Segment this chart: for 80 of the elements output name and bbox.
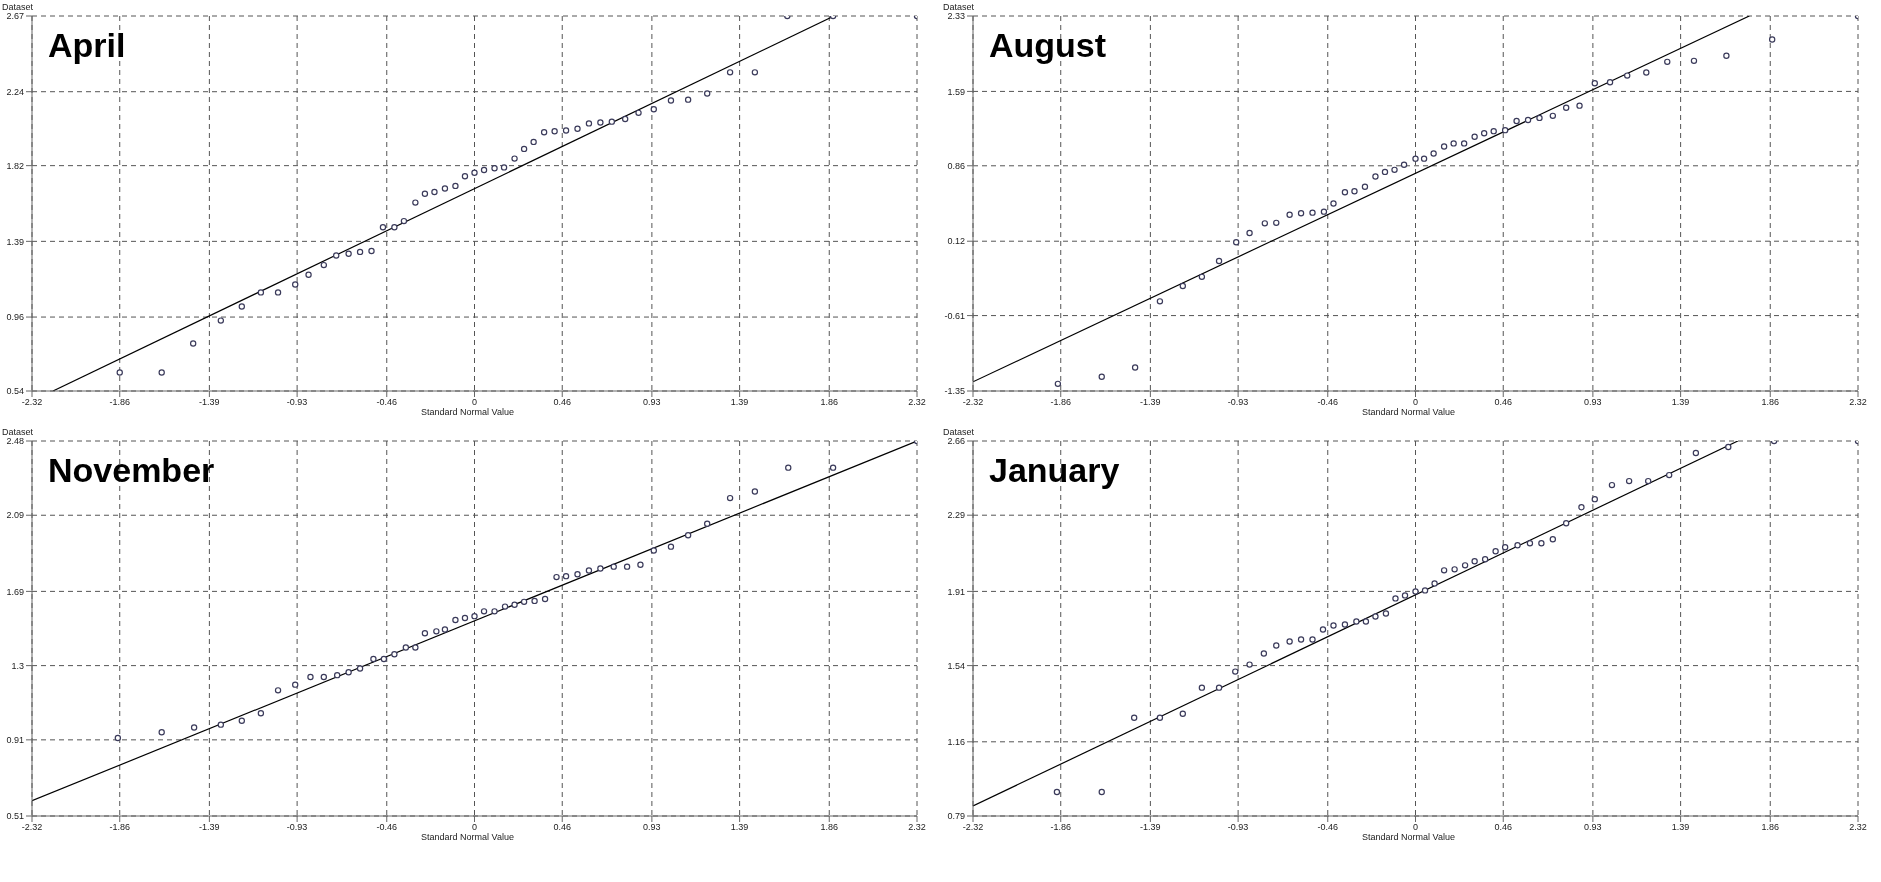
x-tick-label: 0.46 (1494, 822, 1512, 833)
x-tick-label: -2.32 (21, 822, 43, 833)
y-tick-label: 1.69 (6, 586, 24, 597)
x-tick-label: 1.39 (730, 822, 749, 833)
y-tick-label: 2.29 (947, 510, 965, 521)
x-tick-label: 0.46 (1494, 397, 1512, 408)
x-tick-label: -1.39 (199, 397, 220, 408)
x-tick-label: -0.46 (1317, 397, 1339, 408)
x-tick-label: -0.46 (376, 822, 398, 833)
y-tick-label: 2.66 (947, 436, 965, 447)
x-tick-label: -1.86 (1050, 397, 1071, 408)
y-axis-title: Dataset (2, 2, 34, 12)
y-tick-label: 0.96 (6, 312, 24, 323)
x-tick-label: -1.39 (199, 822, 220, 833)
x-tick-label: 0 (471, 397, 478, 408)
x-axis-title: Standard Normal Value (1361, 407, 1456, 417)
y-tick-label: 1.16 (947, 737, 965, 747)
y-tick-label: 2.09 (6, 510, 24, 521)
x-tick-label: -0.46 (1317, 822, 1339, 833)
y-tick-label: 0.12 (947, 236, 965, 247)
y-tick-label: 2.67 (6, 11, 24, 22)
y-tick-label: 0.54 (6, 386, 24, 397)
x-tick-label: 0 (1412, 822, 1419, 833)
y-tick-label: 2.48 (6, 436, 24, 447)
x-tick-label: 0.93 (643, 397, 661, 408)
x-tick-label: -0.93 (286, 397, 308, 408)
x-tick-label: 1.39 (1671, 397, 1690, 408)
x-tick-label: -1.39 (1140, 822, 1161, 833)
x-tick-label: 1.86 (1761, 822, 1780, 833)
x-tick-label: -2.32 (21, 397, 43, 408)
y-tick-label: 1.91 (947, 586, 965, 597)
x-tick-label: -1.86 (109, 822, 130, 833)
chart-title: August (989, 26, 1107, 65)
x-tick-label: -0.93 (1227, 397, 1249, 408)
x-tick-label: -1.39 (1140, 397, 1161, 408)
x-tick-label: 2.32 (908, 822, 926, 833)
x-tick-label: -1.86 (1050, 822, 1071, 833)
chart-title: November (48, 451, 215, 490)
x-tick-label: -2.32 (962, 397, 984, 408)
x-tick-label: 0.46 (553, 822, 571, 833)
x-tick-label: 1.86 (820, 397, 839, 408)
x-axis-title: Standard Normal Value (420, 407, 515, 417)
x-axis-title: Standard Normal Value (1361, 832, 1456, 842)
y-tick-label: 0.79 (947, 811, 965, 822)
x-tick-label: -2.32 (962, 822, 984, 833)
x-tick-label: 2.32 (908, 397, 926, 408)
chart-title: April (48, 26, 126, 65)
x-tick-label: -0.93 (1227, 822, 1249, 833)
x-tick-label: 0.93 (1584, 397, 1602, 408)
x-tick-label: 1.86 (820, 822, 839, 833)
y-axis-title: Dataset (2, 427, 34, 437)
x-axis-title: Standard Normal Value (420, 832, 515, 842)
x-tick-label: 1.86 (1761, 397, 1780, 408)
y-tick-label: -0.61 (944, 310, 965, 321)
y-tick-label: 1.59 (947, 86, 965, 97)
x-tick-label: -0.93 (286, 822, 308, 833)
x-tick-label: 0 (471, 822, 478, 833)
x-tick-label: 1.39 (730, 397, 749, 408)
chart-title: January (989, 451, 1120, 490)
y-tick-label: 1.54 (947, 660, 965, 671)
x-tick-label: 1.39 (1671, 822, 1690, 833)
y-tick-label: 1.39 (6, 236, 24, 247)
x-tick-label: 0.93 (1584, 822, 1602, 833)
y-axis-title: Dataset (943, 2, 975, 12)
x-tick-label: 2.32 (1849, 397, 1867, 408)
y-tick-label: 2.33 (947, 11, 965, 22)
x-tick-label: -0.46 (376, 397, 398, 408)
y-tick-label: -1.35 (944, 386, 965, 397)
y-tick-label: 0.91 (6, 735, 24, 746)
x-tick-label: 2.32 (1849, 822, 1867, 833)
y-axis-title: Dataset (943, 427, 975, 437)
x-tick-label: 0.46 (553, 397, 571, 408)
y-tick-label: 1.3 (11, 660, 24, 671)
x-tick-label: 0.93 (643, 822, 661, 833)
y-tick-label: 0.86 (947, 160, 965, 171)
x-tick-label: 0 (1412, 397, 1419, 408)
y-tick-label: 2.24 (6, 86, 24, 97)
y-tick-label: 1.82 (6, 160, 24, 171)
x-tick-label: -1.86 (109, 397, 130, 408)
y-tick-label: 0.51 (6, 811, 24, 822)
